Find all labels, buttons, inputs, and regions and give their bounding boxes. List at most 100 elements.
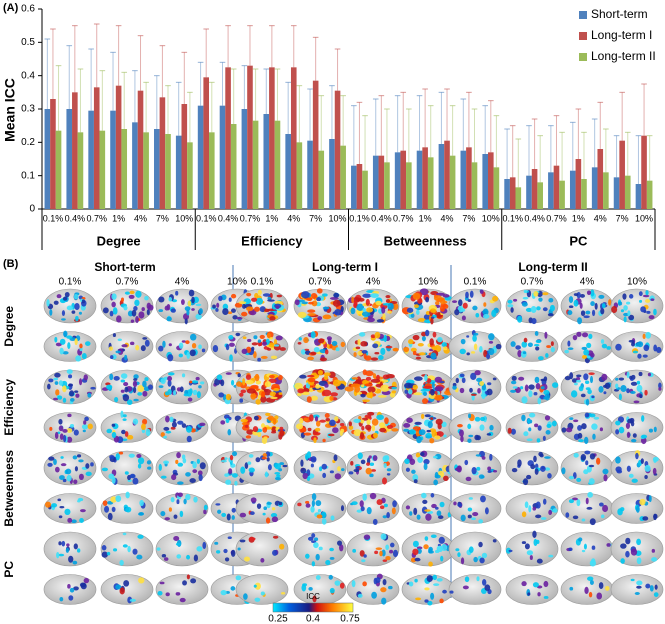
brain-spot — [163, 557, 169, 561]
brain-spot — [240, 418, 249, 423]
bar — [77, 132, 84, 209]
brain-spot — [216, 302, 220, 308]
brain-spot — [179, 597, 186, 603]
brain-spot — [645, 331, 651, 339]
brain-spot — [469, 290, 474, 298]
bar — [416, 150, 423, 209]
brain-spot — [512, 386, 518, 389]
brain-spot — [61, 540, 66, 547]
brain-spot — [639, 498, 646, 506]
brain-spot — [415, 452, 421, 458]
brain-spot — [423, 458, 430, 465]
brain-spot — [468, 497, 473, 500]
brain-spot — [382, 559, 388, 562]
brain-spot — [360, 384, 365, 388]
brain-spot — [351, 377, 359, 380]
brain-spot — [325, 349, 329, 355]
brain-spot — [81, 424, 89, 430]
brain-spot — [246, 388, 257, 394]
brain-spot — [459, 387, 465, 394]
brain-spot — [416, 309, 420, 315]
brain-spot — [628, 339, 635, 343]
brain-spot — [365, 376, 372, 381]
brain-spot — [340, 505, 345, 512]
brain-spot — [323, 375, 329, 380]
threshold-label: 10% — [227, 277, 247, 288]
brain-spot — [122, 394, 130, 402]
brain-spot — [371, 418, 379, 426]
brain-spot — [430, 534, 437, 539]
brain-spot — [390, 542, 395, 548]
brain-spot — [548, 297, 554, 303]
brain-spot — [159, 581, 165, 585]
brain-spot — [359, 500, 364, 508]
brain-spot — [481, 456, 486, 460]
brain-spot — [121, 344, 128, 348]
brain-spot — [412, 334, 420, 341]
x-tick-label: 4% — [134, 213, 147, 223]
brain-spot — [195, 313, 202, 320]
brain-spot — [545, 430, 551, 435]
bar — [641, 135, 647, 209]
brain-spot — [602, 468, 609, 475]
brain-spot — [479, 424, 485, 431]
x-tick-label: 0.4% — [524, 213, 545, 223]
brain-spot — [168, 343, 172, 347]
brain-spot — [125, 506, 132, 513]
brain-spot — [241, 348, 248, 355]
brain-spot — [658, 382, 662, 389]
brain — [100, 450, 154, 486]
brain-spot — [115, 584, 122, 590]
brain-spot — [275, 305, 280, 310]
brain-spot — [268, 374, 275, 379]
bar — [208, 132, 215, 209]
brain-spot — [579, 294, 585, 298]
brain-spot — [66, 305, 74, 311]
brain-spot — [524, 543, 530, 550]
brain-spot — [366, 507, 372, 515]
brain-spot — [356, 509, 363, 513]
brain-spot — [492, 295, 499, 302]
brain-spot — [376, 499, 383, 506]
brain-spot — [481, 579, 487, 586]
brain-spot — [536, 438, 541, 443]
brain-spot — [106, 551, 111, 556]
brain-spot — [69, 390, 75, 397]
brain-spot — [425, 296, 430, 303]
brain-spot — [533, 455, 537, 463]
brain-spot — [414, 376, 423, 381]
brain-spot — [434, 474, 441, 479]
brain-spot — [414, 304, 419, 309]
brain-spot — [420, 413, 425, 420]
brain-spot — [186, 574, 190, 580]
brain-spot — [85, 463, 90, 469]
brain-spot — [123, 305, 128, 311]
brain-spot — [536, 306, 541, 311]
brain-spot — [102, 500, 108, 506]
brain-spot — [66, 436, 73, 443]
brain-spot — [191, 343, 197, 349]
brain-spot — [264, 308, 270, 313]
brain-spot — [588, 478, 595, 485]
brain-spot — [606, 543, 611, 547]
brain-spot — [572, 515, 579, 520]
brain-spot — [545, 353, 549, 358]
brain-spot — [522, 478, 529, 486]
brain-spot — [315, 500, 322, 507]
brain-spot — [177, 420, 184, 425]
brain-spot — [412, 350, 417, 356]
brain-spot — [534, 468, 539, 475]
brain-spot — [301, 291, 310, 299]
brain-spot — [196, 458, 201, 464]
brain-spot — [318, 546, 323, 551]
x-tick-label: 10% — [329, 213, 347, 223]
brain-spot — [510, 341, 516, 347]
brain-spot — [133, 374, 139, 380]
brain-spot — [203, 504, 208, 511]
brain-spot — [331, 340, 338, 346]
brain-spot — [464, 576, 470, 583]
brain-spot — [329, 344, 333, 349]
brain-spot — [269, 391, 277, 397]
brain-spot — [601, 514, 605, 519]
brain-spot — [363, 554, 367, 558]
